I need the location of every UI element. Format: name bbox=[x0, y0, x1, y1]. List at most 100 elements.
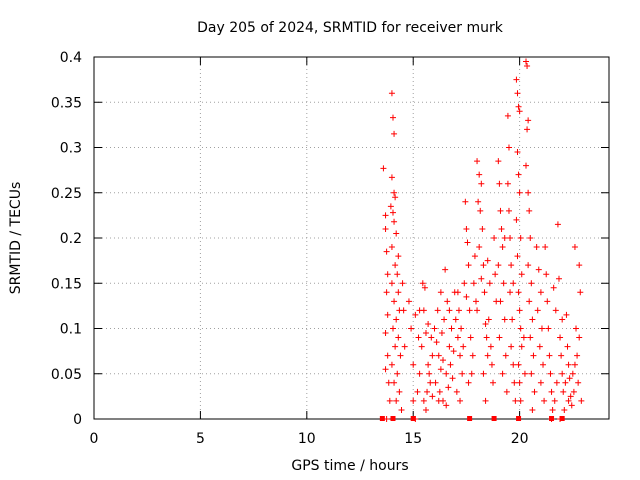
data-point bbox=[504, 112, 511, 119]
data-point bbox=[398, 406, 405, 413]
data-point bbox=[548, 388, 555, 395]
data-point bbox=[525, 262, 532, 269]
data-point bbox=[420, 397, 427, 404]
data-point bbox=[526, 298, 533, 305]
data-point bbox=[566, 375, 573, 382]
data-point bbox=[380, 165, 387, 172]
data-point bbox=[549, 406, 556, 413]
data-point bbox=[392, 262, 399, 269]
y-tick-label: 0 bbox=[73, 412, 82, 428]
data-point bbox=[458, 325, 465, 332]
data-point bbox=[515, 289, 522, 296]
baseline-marker bbox=[390, 416, 396, 421]
data-point bbox=[523, 162, 530, 169]
y-tick-label: 0.35 bbox=[51, 95, 82, 111]
data-point bbox=[531, 388, 538, 395]
data-point bbox=[433, 339, 440, 346]
y-tick-label: 0.2 bbox=[60, 231, 82, 247]
data-point bbox=[464, 239, 471, 246]
data-point bbox=[468, 370, 475, 377]
axis-ticks: 0 0.05 0.1 0.15 0.2 0.25 0.3 0.35 0.4 0 5 10 15 20 bbox=[51, 50, 609, 447]
data-point bbox=[427, 379, 434, 386]
data-point bbox=[384, 271, 391, 278]
data-point bbox=[559, 316, 566, 323]
data-point bbox=[454, 334, 461, 341]
data-point bbox=[513, 216, 520, 223]
data-point bbox=[388, 90, 395, 97]
data-point bbox=[524, 126, 531, 133]
data-point bbox=[507, 235, 514, 241]
data-point bbox=[540, 361, 547, 368]
y-tick-label: 0.25 bbox=[51, 186, 82, 202]
data-point bbox=[550, 284, 557, 291]
data-point bbox=[498, 225, 505, 232]
data-point bbox=[501, 235, 508, 241]
data-point bbox=[492, 271, 499, 278]
chart-title: Day 205 of 2024, SRMTID for receiver mur… bbox=[197, 20, 504, 36]
data-point bbox=[499, 244, 506, 251]
data-point bbox=[529, 406, 536, 413]
data-point bbox=[516, 108, 523, 115]
data-point bbox=[521, 370, 528, 377]
data-point bbox=[565, 397, 572, 404]
data-point bbox=[471, 253, 478, 260]
data-point bbox=[486, 280, 493, 287]
data-point bbox=[405, 298, 412, 305]
data-point bbox=[534, 307, 541, 314]
data-point bbox=[450, 348, 457, 355]
data-point bbox=[385, 379, 392, 386]
data-point bbox=[558, 352, 565, 359]
data-point bbox=[515, 103, 522, 110]
data-point bbox=[425, 320, 432, 327]
data-point bbox=[447, 361, 454, 368]
data-point bbox=[514, 90, 521, 97]
baseline-marker bbox=[467, 416, 473, 421]
data-point bbox=[391, 379, 398, 386]
data-point bbox=[501, 316, 508, 323]
data-point bbox=[573, 325, 580, 332]
data-point bbox=[514, 149, 521, 156]
y-tick-label: 0.05 bbox=[51, 367, 82, 383]
data-point bbox=[517, 325, 524, 332]
data-point bbox=[457, 352, 464, 359]
data-point bbox=[576, 262, 583, 269]
data-point bbox=[515, 171, 522, 178]
data-point bbox=[410, 361, 417, 368]
data-point bbox=[476, 244, 483, 251]
data-point bbox=[422, 406, 429, 413]
data-point bbox=[442, 266, 449, 273]
data-point bbox=[453, 388, 460, 395]
data-point bbox=[490, 379, 497, 386]
data-point bbox=[568, 402, 575, 409]
data-point bbox=[483, 334, 490, 341]
data-point bbox=[382, 225, 389, 232]
data-point bbox=[480, 370, 487, 377]
data-point bbox=[452, 316, 459, 323]
data-point bbox=[496, 180, 503, 187]
data-point bbox=[465, 262, 472, 269]
data-point bbox=[502, 352, 509, 359]
data-point bbox=[384, 311, 391, 318]
data-point bbox=[495, 262, 502, 269]
data-point bbox=[555, 275, 562, 282]
data-point bbox=[571, 244, 578, 251]
data-point bbox=[557, 334, 564, 341]
data-point bbox=[496, 334, 503, 341]
data-point bbox=[382, 330, 389, 337]
data-point bbox=[575, 379, 582, 386]
data-point bbox=[541, 397, 548, 404]
data-point bbox=[446, 343, 453, 350]
x-tick-label: 0 bbox=[90, 431, 99, 447]
data-point bbox=[477, 207, 484, 214]
data-point bbox=[562, 379, 569, 386]
data-point bbox=[509, 316, 516, 323]
data-point bbox=[414, 388, 421, 395]
data-point bbox=[392, 194, 399, 201]
data-point bbox=[412, 311, 419, 318]
data-point bbox=[516, 379, 523, 386]
data-point bbox=[511, 379, 518, 386]
data-point bbox=[570, 388, 577, 395]
data-point bbox=[383, 248, 390, 255]
data-point bbox=[443, 402, 450, 409]
data-point bbox=[388, 280, 395, 287]
